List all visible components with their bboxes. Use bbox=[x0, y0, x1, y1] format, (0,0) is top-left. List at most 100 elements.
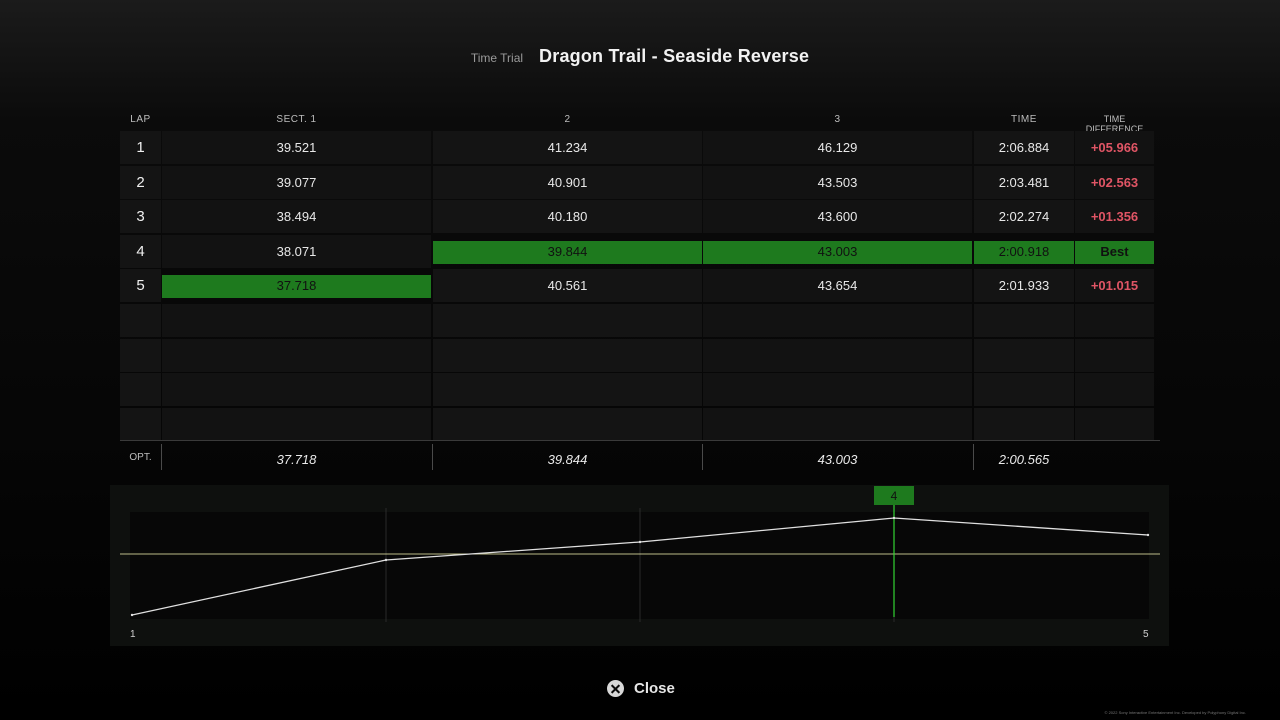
sector-1-time: 38.071 bbox=[162, 234, 431, 268]
header: Time Trial Dragon Trail - Seaside Revers… bbox=[0, 46, 1280, 67]
sector-1-time bbox=[162, 338, 431, 372]
optimal-sector-1: 37.718 bbox=[276, 451, 317, 467]
sector-1-time bbox=[162, 373, 431, 407]
col-header-time: TIME bbox=[1011, 114, 1037, 125]
sector-1-time: 38.494 bbox=[162, 200, 431, 234]
lap-time bbox=[974, 338, 1074, 372]
col-header-sector-3: 3 bbox=[834, 114, 841, 125]
optimal-divider bbox=[432, 444, 433, 470]
sector-1-time-value: 39.521 bbox=[276, 140, 317, 155]
table-divider bbox=[120, 440, 1160, 441]
optimal-divider bbox=[161, 444, 162, 470]
graph-point bbox=[892, 516, 896, 520]
sector-2-time: 40.561 bbox=[433, 269, 702, 303]
lap-number: 1 bbox=[120, 131, 161, 164]
sector-3-time bbox=[703, 304, 972, 337]
graph-x-start-label: 1 bbox=[130, 629, 136, 640]
col-header-sector-2: 2 bbox=[564, 114, 571, 125]
col-header-sector-1: SECT. 1 bbox=[276, 114, 317, 125]
copyright-notice: © 2022 Sony Interactive Entertainment In… bbox=[1104, 710, 1246, 715]
sector-3-time-value: 46.129 bbox=[817, 140, 858, 155]
sector-1-time: 39.521 bbox=[162, 131, 431, 164]
table-row: 3 38.494 40.180 43.600 2:02.274 +01.356 bbox=[120, 200, 1154, 234]
lap-time: 2:03.481 bbox=[974, 165, 1074, 199]
sector-2-time: 40.901 bbox=[433, 165, 702, 199]
table-row: 2 39.077 40.901 43.503 2:03.481 +02.563 bbox=[120, 165, 1154, 199]
table-row: 5 37.718 40.561 43.654 2:01.933 +01.015 bbox=[120, 269, 1154, 303]
sector-2-time: 39.844 bbox=[433, 235, 702, 268]
track-title: Dragon Trail - Seaside Reverse bbox=[539, 46, 810, 66]
sector-3-time-value: 43.654 bbox=[817, 278, 858, 294]
optimal-label: OPT. bbox=[129, 452, 152, 463]
optimal-divider bbox=[702, 444, 703, 470]
sector-3-time bbox=[703, 338, 972, 372]
sector-2-time bbox=[433, 373, 702, 407]
time-difference: Best bbox=[1075, 235, 1154, 268]
sector-3-time: 43.503 bbox=[703, 165, 972, 199]
optimal-divider bbox=[973, 444, 974, 470]
col-header-lap: LAP bbox=[130, 114, 151, 125]
lap-number: 3 bbox=[120, 200, 161, 234]
lap-number: 2 bbox=[120, 165, 161, 199]
sector-2-time-value: 40.561 bbox=[547, 278, 588, 294]
best-highlight bbox=[703, 240, 972, 264]
lap-time bbox=[974, 304, 1074, 337]
time-difference: +05.966 bbox=[1075, 131, 1154, 164]
empty-table-row bbox=[120, 407, 1154, 441]
close-label: Close bbox=[634, 680, 675, 697]
sector-1-time-value: 37.718 bbox=[276, 278, 317, 294]
time-difference-value: +02.563 bbox=[1090, 174, 1139, 190]
close-button[interactable]: Close bbox=[607, 680, 675, 697]
lap-time: 2:06.884 bbox=[974, 131, 1074, 164]
lap-number bbox=[120, 338, 161, 372]
best-highlight bbox=[162, 275, 431, 299]
sector-2-time: 40.180 bbox=[433, 200, 702, 234]
lap-number bbox=[120, 304, 161, 337]
cross-button-icon bbox=[607, 680, 624, 697]
time-difference: +02.563 bbox=[1075, 165, 1154, 199]
lap-time-value: 2:06.884 bbox=[998, 140, 1050, 155]
lap-time-value: 2:01.933 bbox=[998, 278, 1050, 294]
graph-point bbox=[130, 613, 134, 617]
time-difference bbox=[1075, 304, 1154, 337]
lap-time-value: 2:03.481 bbox=[998, 174, 1050, 190]
lap-number-value: 2 bbox=[136, 173, 145, 191]
time-difference bbox=[1075, 407, 1154, 441]
lap-time bbox=[974, 407, 1074, 441]
sector-3-time-value: 43.003 bbox=[817, 243, 858, 259]
sector-1-time bbox=[162, 407, 431, 441]
lap-number: 4 bbox=[120, 234, 161, 268]
sector-2-time-value: 41.234 bbox=[547, 140, 588, 155]
lap-time-value: 2:02.274 bbox=[998, 209, 1050, 225]
sector-2-time bbox=[433, 407, 702, 441]
sector-1-time: 39.077 bbox=[162, 165, 431, 199]
selected-lap-marker[interactable]: 4 bbox=[874, 486, 914, 505]
sector-2-time-value: 40.180 bbox=[547, 209, 588, 225]
sector-1-time-value: 39.077 bbox=[276, 174, 317, 190]
sector-2-time bbox=[433, 304, 702, 337]
time-difference bbox=[1075, 338, 1154, 372]
col-header-time-difference: TIME DIFFERENCE bbox=[1085, 114, 1144, 134]
time-difference-value: +01.015 bbox=[1090, 278, 1139, 294]
game-mode-label: Time Trial bbox=[470, 51, 524, 65]
sector-2-time-value: 40.901 bbox=[547, 174, 588, 190]
graph-x-end-label: 5 bbox=[1143, 629, 1149, 640]
lap-number-value: 4 bbox=[136, 242, 145, 260]
sector-2-time: 41.234 bbox=[433, 131, 702, 164]
lap-time: 2:02.274 bbox=[974, 200, 1074, 234]
lap-time-value: 2:00.918 bbox=[998, 243, 1050, 259]
lap-time: 2:01.933 bbox=[974, 269, 1074, 303]
best-highlight bbox=[1075, 240, 1154, 264]
sector-3-time: 43.003 bbox=[703, 235, 972, 268]
empty-table-row bbox=[120, 373, 1154, 407]
time-difference: +01.356 bbox=[1075, 200, 1154, 234]
sector-1-time-value: 38.494 bbox=[276, 209, 317, 225]
lap-time: 2:00.918 bbox=[974, 235, 1074, 268]
optimal-time: 2:00.565 bbox=[998, 451, 1050, 467]
time-difference-value: +01.356 bbox=[1090, 209, 1139, 225]
empty-table-row bbox=[120, 338, 1154, 372]
graph-point bbox=[638, 540, 642, 544]
time-difference-value: +05.966 bbox=[1090, 140, 1139, 155]
empty-table-row bbox=[120, 304, 1154, 337]
